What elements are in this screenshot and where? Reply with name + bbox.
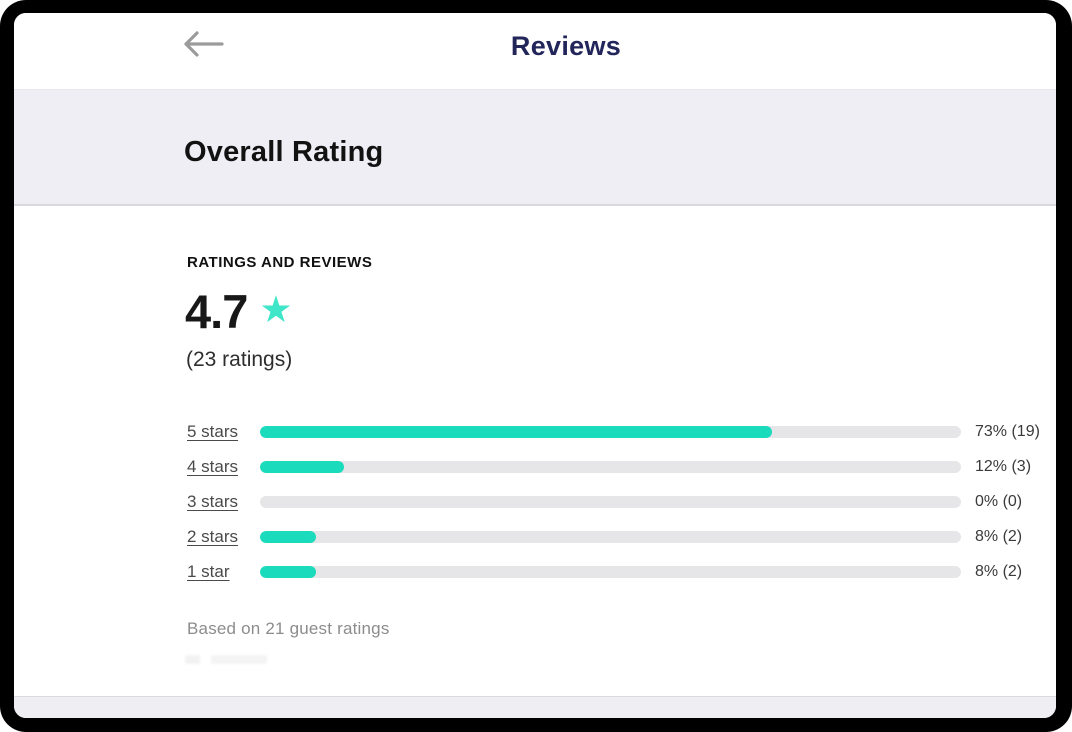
rating-distribution: 5 stars 73% (19) 4 stars 12% (3) 3 stars <box>187 415 1042 589</box>
star-filter-link-5[interactable]: 5 stars <box>187 422 239 442</box>
faded-cutoff-text <box>185 655 267 664</box>
rating-bar-track <box>260 565 961 578</box>
rating-bar-fill <box>260 426 772 439</box>
rating-bar-track <box>260 426 961 439</box>
rating-bar-fill <box>260 565 317 578</box>
section-title: Overall Rating <box>184 136 384 168</box>
rating-bar-fill <box>260 530 317 543</box>
rating-percent-label: 12% (3) <box>975 458 1032 476</box>
ratings-panel: RATINGS AND REVIEWS 4.7 ★ (23 ratings) 5… <box>14 206 1056 696</box>
star-filter-link-4[interactable]: 4 stars <box>187 457 239 477</box>
rating-row-1-star: 1 star 8% (2) <box>187 554 1042 589</box>
app-header: Reviews <box>14 13 1056 89</box>
rating-bar-track <box>260 461 961 474</box>
back-button[interactable] <box>177 27 229 63</box>
average-rating-value: 4.7 <box>185 285 248 338</box>
ratings-count: (23 ratings) <box>186 348 293 371</box>
ratings-heading: RATINGS AND REVIEWS <box>187 254 373 271</box>
rating-bar-track <box>260 495 961 508</box>
star-icon: ★ <box>259 289 293 330</box>
rating-percent-label: 8% (2) <box>975 562 1023 580</box>
star-filter-link-1[interactable]: 1 star <box>187 561 230 581</box>
page-title: Reviews <box>510 31 622 61</box>
rating-bar-fill <box>260 461 345 474</box>
rating-percent-label: 73% (19) <box>975 423 1040 441</box>
star-filter-link-3[interactable]: 3 stars <box>187 491 239 511</box>
guest-ratings-footnote: Based on 21 guest ratings <box>187 619 390 638</box>
star-filter-link-2[interactable]: 2 stars <box>187 526 239 546</box>
rating-row-3-stars: 3 stars 0% (0) <box>187 485 1042 520</box>
average-rating-row: 4.7 ★ <box>185 288 293 335</box>
rating-row-2-stars: 2 stars 8% (2) <box>187 519 1042 554</box>
overall-rating-band: Overall Rating <box>14 89 1056 206</box>
rating-row-4-stars: 4 stars 12% (3) <box>187 450 1042 485</box>
footer-bar <box>14 696 1056 718</box>
rating-bar-track <box>260 530 961 543</box>
app-screen: Reviews Overall Rating RATINGS AND REVIE… <box>14 13 1056 718</box>
rating-row-5-stars: 5 stars 73% (19) <box>187 415 1042 450</box>
rating-percent-label: 8% (2) <box>975 527 1023 545</box>
arrow-left-icon <box>180 30 226 63</box>
rating-percent-label: 0% (0) <box>975 492 1023 510</box>
